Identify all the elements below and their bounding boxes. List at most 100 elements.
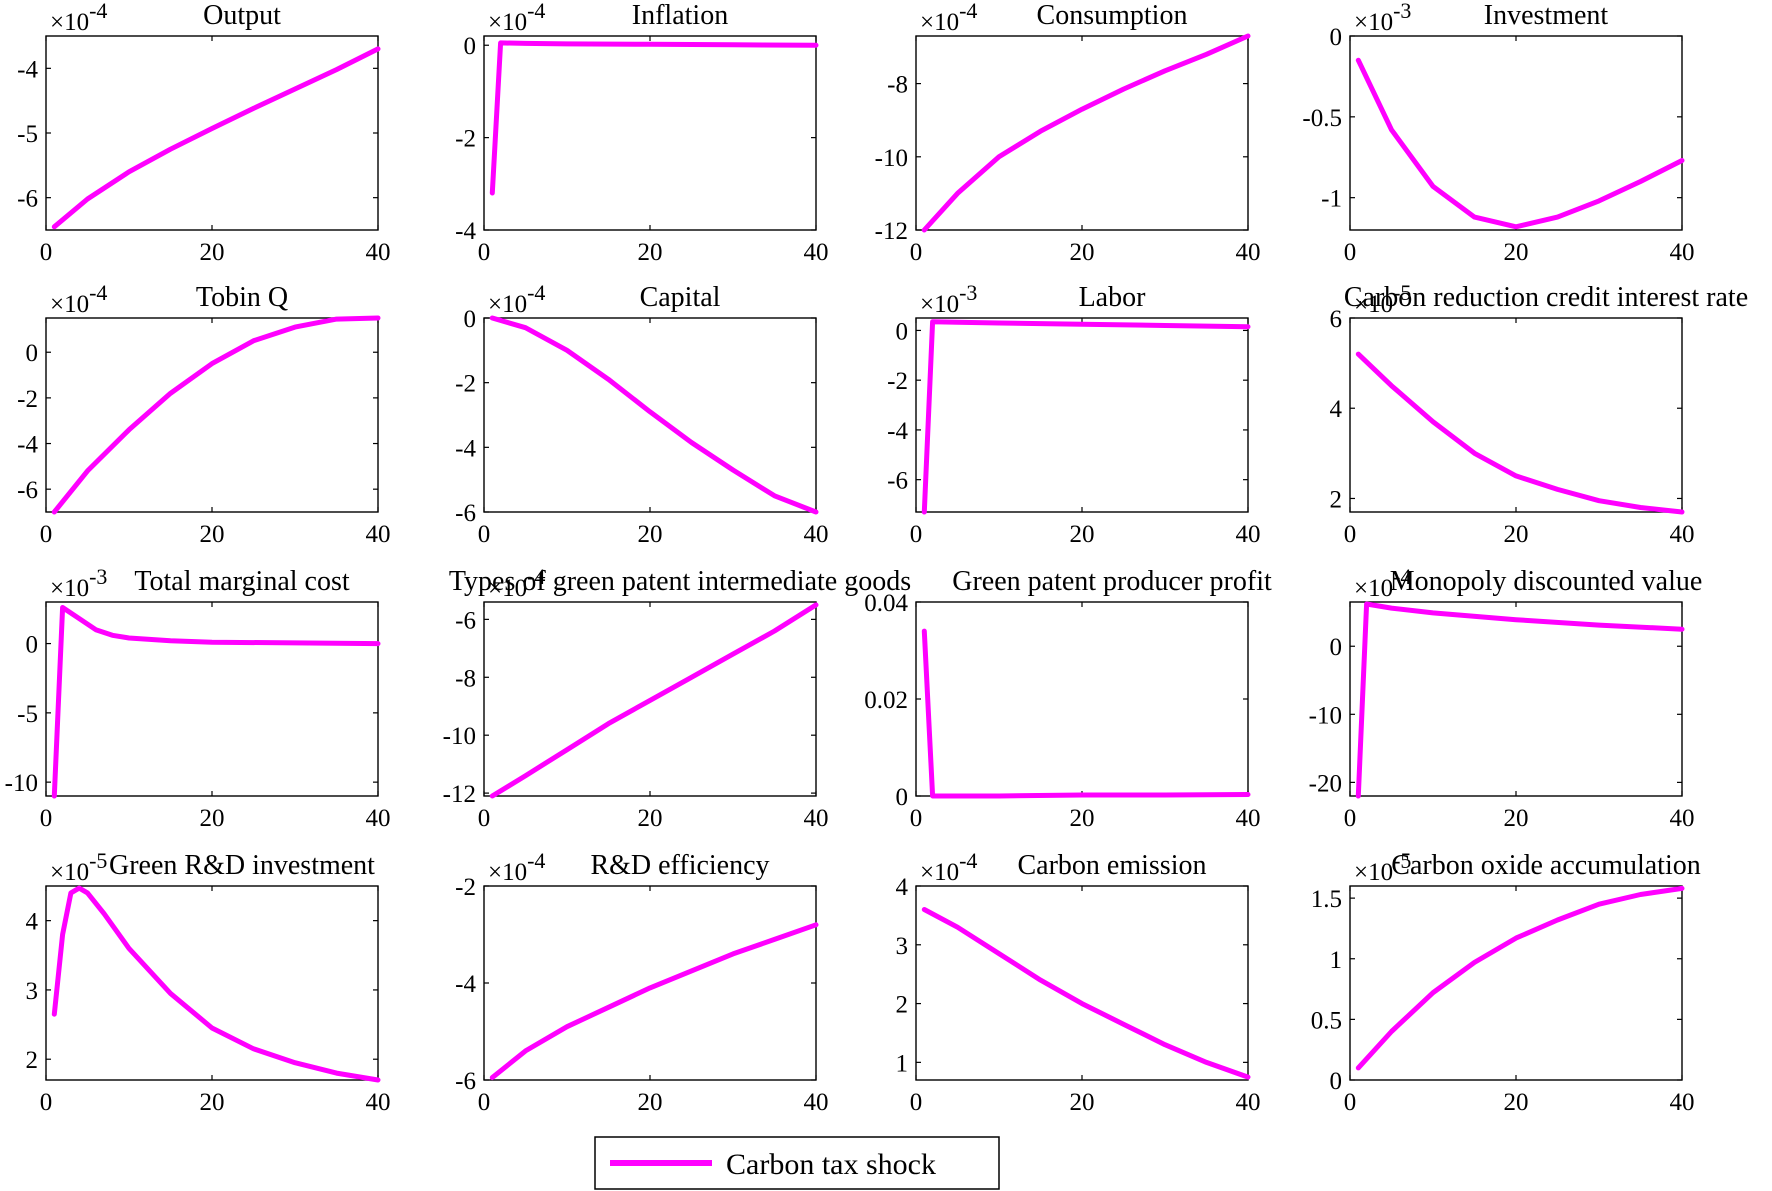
- axes-box: [915, 885, 1249, 1081]
- series-line-carbon-tax-shock: [489, 40, 819, 196]
- y-tick-label: 1: [896, 1050, 909, 1077]
- subplot-5: 0 20 40 -6 -4 -2 0 ×10-4 Tobin Q: [17, 280, 390, 548]
- subplot-3: 0 20 40 -12 -10 -8 ×10-4 Consumption: [875, 0, 1261, 266]
- y-tick-label: -4: [17, 56, 38, 83]
- series-line-carbon-tax-shock: [921, 33, 1251, 233]
- axis-multiplier: ×10-4: [488, 0, 545, 36]
- subplot-title: Capital: [640, 282, 721, 313]
- axis-multiplier-exponent: -3: [89, 564, 107, 589]
- x-tick-label: 20: [1504, 1089, 1529, 1116]
- axes-box: [483, 35, 817, 231]
- y-tick-label: 2: [896, 992, 909, 1019]
- subplot-title: Tobin Q: [196, 282, 288, 313]
- axis-multiplier-exponent: -3: [959, 280, 977, 305]
- x-tick-label: 0: [910, 239, 923, 266]
- x-tick-label: 20: [200, 239, 225, 266]
- y-tick-label: -2: [455, 371, 476, 398]
- y-tick-label: -10: [5, 770, 38, 797]
- series-line-carbon-tax-shock: [489, 602, 819, 799]
- y-tick-label: 0: [896, 784, 909, 811]
- y-tick-label: 1.5: [1311, 886, 1342, 913]
- axis-multiplier: ×10-3: [1354, 0, 1411, 36]
- x-tick-label: 0: [1344, 805, 1357, 832]
- y-tick-label: -12: [443, 781, 476, 808]
- y-tick-label: -8: [887, 72, 908, 99]
- axes-box: [45, 885, 379, 1081]
- y-tick-label: 0: [26, 632, 39, 659]
- subplot-title: Output: [203, 0, 281, 31]
- x-tick-label: 20: [638, 521, 663, 548]
- x-tick-label: 0: [478, 521, 491, 548]
- axis-multiplier-exponent: -4: [959, 0, 977, 23]
- axes-box: [915, 35, 1249, 231]
- x-tick-label: 40: [366, 805, 391, 832]
- y-tick-label: -6: [455, 607, 476, 634]
- x-tick-label: 20: [1504, 239, 1529, 266]
- y-tick-label: -2: [455, 874, 476, 901]
- x-tick-label: 20: [638, 239, 663, 266]
- y-tick-label: -4: [455, 218, 476, 245]
- x-tick-label: 40: [366, 521, 391, 548]
- axes-box: [45, 317, 379, 513]
- axis-multiplier: ×10-4: [920, 0, 977, 36]
- x-tick-label: 0: [478, 1089, 491, 1116]
- subplot-title: Total marginal cost: [134, 566, 349, 597]
- x-tick-label: 40: [1236, 805, 1261, 832]
- x-tick-label: 40: [804, 805, 829, 832]
- x-tick-label: 20: [200, 521, 225, 548]
- x-tick-label: 40: [1670, 239, 1695, 266]
- series-line-carbon-tax-shock: [1355, 601, 1685, 799]
- axes-box: [1349, 317, 1683, 513]
- y-tick-label: -10: [443, 723, 476, 750]
- subplot-6: 0 20 40 -6 -4 -2 0 ×10-4 Capital: [455, 280, 828, 548]
- y-tick-label: -5: [17, 701, 38, 728]
- subplot-title: R&D efficiency: [590, 850, 769, 881]
- y-tick-label: 4: [26, 909, 39, 936]
- y-tick-label: -6: [17, 477, 38, 504]
- x-tick-label: 40: [1670, 805, 1695, 832]
- axis-multiplier-exponent: -4: [527, 280, 545, 305]
- axes-box: [1349, 601, 1683, 797]
- axis-multiplier-exponent: -4: [527, 0, 545, 23]
- y-tick-label: -2: [887, 368, 908, 395]
- subplot-1: 0 20 40-6-5-4×10-4 Output: [17, 0, 390, 266]
- axis-multiplier-exponent: -4: [527, 564, 545, 589]
- x-tick-label: 40: [1670, 521, 1695, 548]
- series-line-carbon-tax-shock: [1355, 57, 1685, 230]
- y-tick-label: 0: [26, 340, 39, 367]
- subplot-title: Green patent producer profit: [952, 566, 1272, 597]
- series-line-carbon-tax-shock: [51, 605, 381, 799]
- y-tick-label: 2: [26, 1047, 39, 1074]
- axis-multiplier-exponent: -5: [89, 848, 107, 873]
- y-tick-label: -4: [887, 418, 908, 445]
- y-tick-label: 1: [1330, 947, 1343, 974]
- subplot-title: Labor: [1079, 282, 1147, 313]
- axis-multiplier-exponent: -3: [1393, 0, 1411, 23]
- y-tick-label: -2: [455, 126, 476, 153]
- axes-box: [45, 601, 379, 797]
- axis-multiplier: ×10-4: [488, 280, 545, 318]
- axes-box: [1349, 885, 1683, 1081]
- x-tick-label: 0: [40, 521, 53, 548]
- series-line-carbon-tax-shock: [51, 315, 381, 515]
- axis-multiplier-exponent: -4: [89, 280, 107, 305]
- axis-multiplier: ×10-4: [50, 0, 107, 36]
- y-tick-label: 4: [896, 874, 909, 901]
- y-tick-label: 0: [896, 318, 909, 345]
- subplot-title: Consumption: [1037, 0, 1188, 31]
- y-tick-label: -4: [455, 971, 476, 998]
- y-tick-label: -2: [17, 386, 38, 413]
- x-tick-label: 0: [40, 239, 53, 266]
- y-tick-label: -10: [1309, 702, 1342, 729]
- x-tick-label: 40: [1670, 1089, 1695, 1116]
- series-line-carbon-tax-shock: [489, 922, 819, 1081]
- subplot-title: Green R&D investment: [109, 850, 375, 881]
- subplot-11: 0 20 40 0 0.02 0.04 Green patent producer prof…: [864, 566, 1272, 832]
- axis-multiplier: ×10-3: [920, 280, 977, 318]
- x-tick-label: 20: [1504, 805, 1529, 832]
- subplot-14: 0 20 40 -6 -4 -2 ×10-4 R&D efficiency: [455, 848, 828, 1116]
- y-tick-label: 3: [896, 933, 909, 960]
- y-tick-label: -12: [875, 218, 908, 245]
